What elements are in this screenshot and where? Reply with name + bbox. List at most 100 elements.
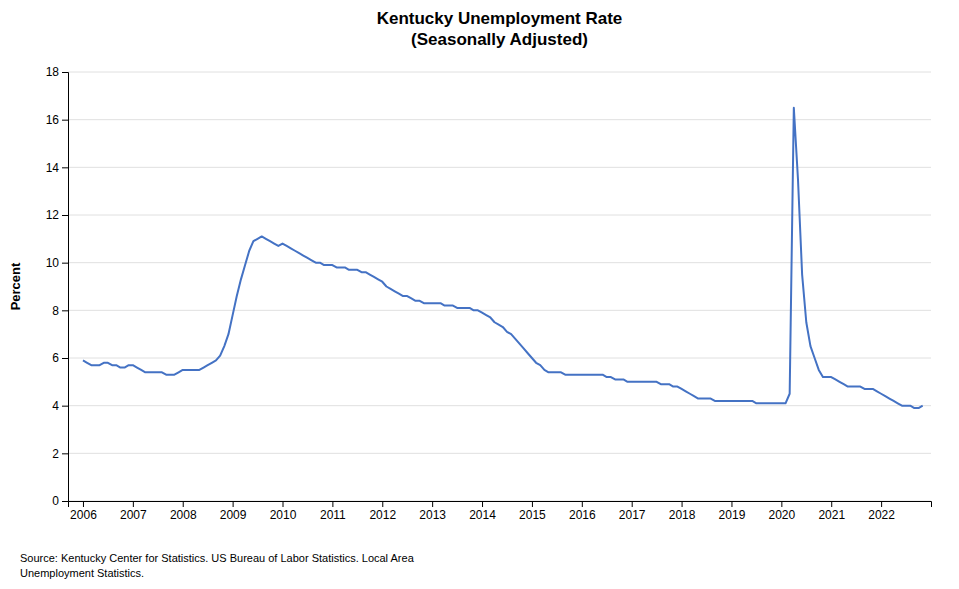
y-tick-label: 8 <box>52 304 59 318</box>
x-tick-mark <box>582 501 583 507</box>
y-tick: 14 <box>46 161 68 175</box>
annotation: Source: Kentucky Center for Statistics. … <box>20 552 415 579</box>
x-tick-mark <box>233 501 234 507</box>
grid-line <box>68 453 931 454</box>
x-tick-mark <box>382 501 383 507</box>
x-tick-mark <box>532 501 533 507</box>
y-tick: 2 <box>52 447 68 461</box>
y-tick: 18 <box>46 65 68 79</box>
x-tick: 2018 <box>669 501 696 522</box>
x-tick-label: 2019 <box>719 508 746 522</box>
x-tick: 2014 <box>469 501 496 522</box>
x-tick: 2012 <box>369 501 396 522</box>
x-tick: 2013 <box>419 501 446 522</box>
y-axis-label: Percent <box>8 262 23 310</box>
x-tick-label: 2013 <box>419 508 446 522</box>
x-tick-label: 2011 <box>320 508 346 522</box>
y-tick: 0 <box>52 494 68 508</box>
x-tick-label: 2009 <box>220 508 247 522</box>
y-tick: 8 <box>52 304 68 318</box>
y-axis-line <box>62 73 69 502</box>
grid-line <box>68 405 931 406</box>
grid-line <box>68 215 931 216</box>
x-tick-label: 2018 <box>669 508 696 522</box>
x-axis-line <box>69 502 932 508</box>
y-tick-mark <box>62 501 68 502</box>
x-tick-label: 2012 <box>369 508 396 522</box>
x-tick-mark <box>482 501 483 507</box>
y-tick-label: 14 <box>46 161 60 175</box>
x-tick: 2007 <box>120 501 147 522</box>
x-tick-label: 2015 <box>519 508 546 522</box>
y-tick: 10 <box>46 256 68 270</box>
x-tick-label: 2020 <box>768 508 795 522</box>
x-tick: 2019 <box>719 501 746 522</box>
x-axis: 2006 2007 2008 2009 2010 2011 2012 2013 2014 2015… <box>69 501 932 522</box>
y-tick: 16 <box>46 113 68 127</box>
y-tick-mark <box>62 358 68 359</box>
y-tick-label: 10 <box>46 256 60 270</box>
y-tick-mark <box>62 215 68 216</box>
y-tick: 12 <box>46 208 68 222</box>
x-tick-mark <box>183 501 184 507</box>
plot-area <box>83 108 923 408</box>
x-tick-label: 2006 <box>70 508 97 522</box>
y-tick-mark <box>62 406 68 407</box>
x-tick: 2017 <box>619 501 646 522</box>
x-tick: 2006 <box>70 501 97 522</box>
y-tick: 6 <box>52 351 68 365</box>
y-tick-mark <box>62 120 68 121</box>
x-tick-label: 2008 <box>170 508 197 522</box>
x-tick-mark <box>332 501 333 507</box>
y-tick: 4 <box>52 399 68 413</box>
y-tick-label: 18 <box>46 65 60 79</box>
y-tick-mark <box>62 310 68 311</box>
y-tick-mark <box>62 72 68 73</box>
x-tick-mark <box>682 501 683 507</box>
grid-line <box>68 310 931 311</box>
x-tick-label: 2017 <box>619 508 646 522</box>
title-line: (Seasonally Adjusted) <box>411 30 588 49</box>
x-tick-mark <box>283 501 284 507</box>
x-tick-label: 2016 <box>569 508 596 522</box>
x-tick-label: 2010 <box>270 508 297 522</box>
y-tick-mark <box>62 453 68 454</box>
x-tick: 2021 <box>818 501 845 522</box>
x-tick-mark <box>83 501 84 507</box>
x-tick: 2011 <box>320 501 346 522</box>
y-tick-label: 2 <box>52 447 59 461</box>
x-tick: 2020 <box>768 501 795 522</box>
y-tick-label: 6 <box>52 351 59 365</box>
x-tick-mark <box>133 501 134 507</box>
grid <box>68 72 931 501</box>
grid-line <box>68 167 931 168</box>
x-tick-label: 2022 <box>868 508 895 522</box>
x-tick: 2009 <box>220 501 247 522</box>
x-tick: 2008 <box>170 501 197 522</box>
x-tick-mark <box>731 501 732 507</box>
title: Kentucky Unemployment Rate (Seasonally Ad… <box>377 9 623 49</box>
grid-line <box>68 358 931 359</box>
x-tick-mark <box>432 501 433 507</box>
x-tick-label: 2007 <box>120 508 147 522</box>
grid-line <box>68 119 931 120</box>
y-axis: 0 2 4 6 8 10 12 14 16 18 <box>46 65 69 508</box>
x-tick: 2022 <box>868 501 895 522</box>
y-tick-mark <box>62 167 68 168</box>
line <box>83 108 923 408</box>
y-tick-label: 4 <box>52 399 59 413</box>
x-tick-label: 2021 <box>818 508 845 522</box>
x-tick: 2015 <box>519 501 546 522</box>
y-tick-label: 12 <box>46 208 60 222</box>
x-tick-label: 2014 <box>469 508 496 522</box>
x-tick-mark <box>881 501 882 507</box>
grid-line <box>68 72 931 73</box>
y-tick-label: 0 <box>52 494 59 508</box>
annotation-line: Unemployment Statistics. <box>20 567 144 579</box>
y-tick-label: 16 <box>46 113 60 127</box>
x-tick-mark <box>781 501 782 507</box>
x-tick-mark <box>831 501 832 507</box>
annotation-line: Source: Kentucky Center for Statistics. … <box>20 552 415 564</box>
title-line: Kentucky Unemployment Rate <box>377 9 623 28</box>
x-tick: 2016 <box>569 501 596 522</box>
